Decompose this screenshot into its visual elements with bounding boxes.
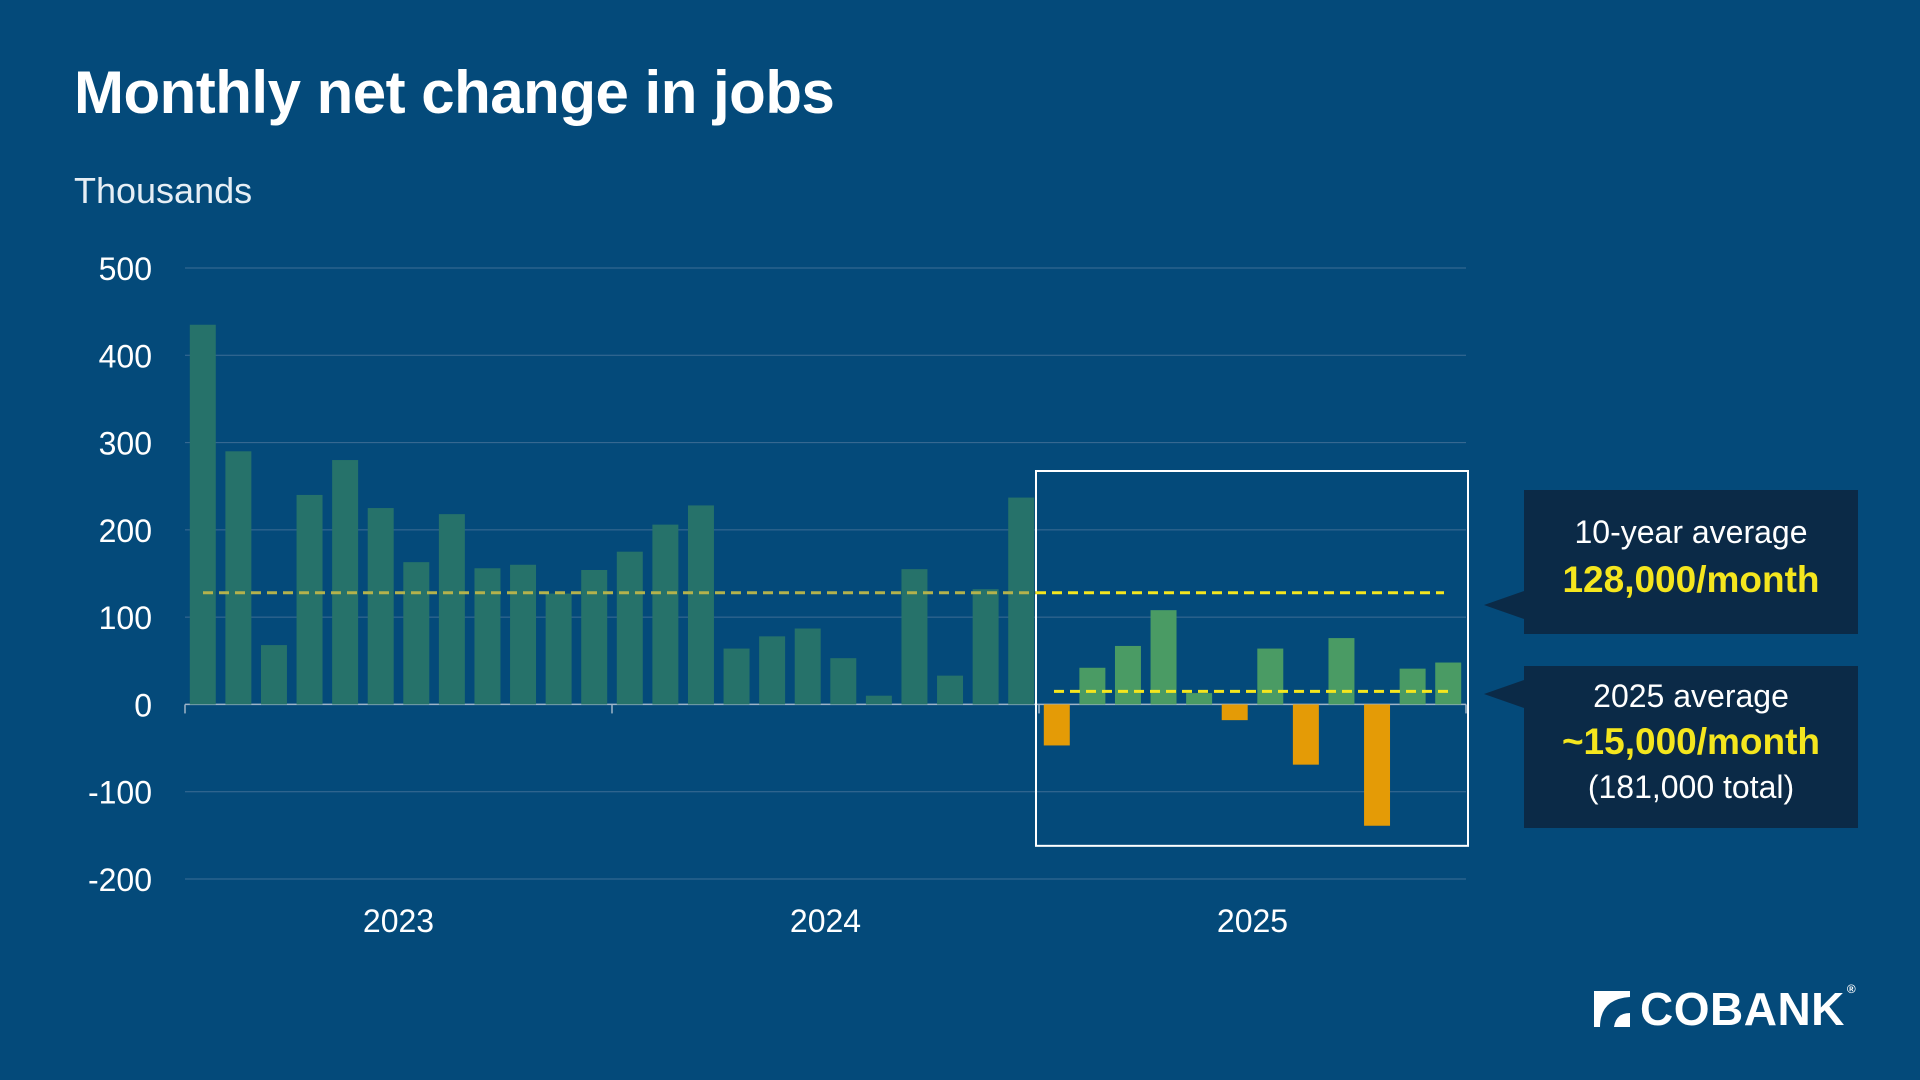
bar xyxy=(474,568,501,705)
callout-ten-year-label: 10-year average xyxy=(1574,514,1808,550)
highlight-box xyxy=(1035,470,1469,847)
cobank-logo-text: COBANK ® xyxy=(1640,982,1857,1035)
y-tick-label: 400 xyxy=(99,338,152,374)
cobank-logo-icon xyxy=(1594,991,1630,1027)
bar xyxy=(1328,638,1355,705)
bar xyxy=(1186,693,1213,705)
bar xyxy=(1364,704,1391,826)
y-tick-label: 300 xyxy=(99,426,152,462)
bar xyxy=(1221,704,1248,721)
bar xyxy=(794,628,821,705)
callout-pointer-ten-year xyxy=(1484,591,1524,619)
bar xyxy=(1114,645,1141,705)
callout-ten-year-value: 128,000/month xyxy=(1562,559,1820,600)
bar xyxy=(972,589,999,705)
y-tick-label: 200 xyxy=(99,513,152,549)
callout-2025-value: ~15,000/month xyxy=(1561,721,1821,762)
bar xyxy=(367,508,394,705)
y-unit-label: Thousands xyxy=(74,170,253,211)
bar xyxy=(937,675,964,705)
bar xyxy=(1043,704,1070,746)
bar xyxy=(332,460,359,705)
bar xyxy=(296,494,323,705)
x-year-label: 2025 xyxy=(1217,903,1288,939)
bar xyxy=(403,562,430,705)
y-tick-label: 100 xyxy=(99,600,152,636)
bar xyxy=(865,695,892,705)
bar xyxy=(1399,668,1426,705)
bar xyxy=(1435,662,1462,705)
bar xyxy=(1008,497,1035,705)
y-tick-label: 0 xyxy=(134,687,152,723)
y-tick-label: 500 xyxy=(99,251,152,287)
x-year-label: 2024 xyxy=(790,903,861,939)
x-year-label: 2023 xyxy=(363,903,434,939)
y-tick-label: -100 xyxy=(88,775,152,811)
y-tick-label: -200 xyxy=(88,862,152,898)
bar xyxy=(1150,610,1177,705)
chart-title: Monthly net change in jobs xyxy=(74,59,835,126)
callout-pointer-2025 xyxy=(1484,680,1524,708)
bar xyxy=(1292,704,1319,765)
bar xyxy=(723,648,750,705)
bar xyxy=(616,551,643,705)
bar xyxy=(260,645,287,705)
bar xyxy=(687,505,714,705)
callout-2025-average: 2025 average ~15,000/month (181,000 tota… xyxy=(1524,666,1858,828)
bar xyxy=(545,593,572,705)
bar xyxy=(759,636,786,705)
callout-2025-label: 2025 average xyxy=(1593,678,1789,714)
bar xyxy=(510,564,537,705)
bar xyxy=(225,451,252,705)
callout-ten-year-average: 10-year average 128,000/month xyxy=(1524,490,1858,634)
callout-2025-note: (181,000 total) xyxy=(1587,769,1795,805)
bar xyxy=(438,514,465,705)
bar xyxy=(901,569,928,705)
bar xyxy=(652,524,679,705)
bar xyxy=(830,658,857,705)
bar xyxy=(1257,648,1284,705)
bar xyxy=(1079,667,1106,705)
cobank-logo: COBANK ® xyxy=(1590,982,1856,1036)
bar xyxy=(581,570,608,705)
bar xyxy=(189,324,216,705)
